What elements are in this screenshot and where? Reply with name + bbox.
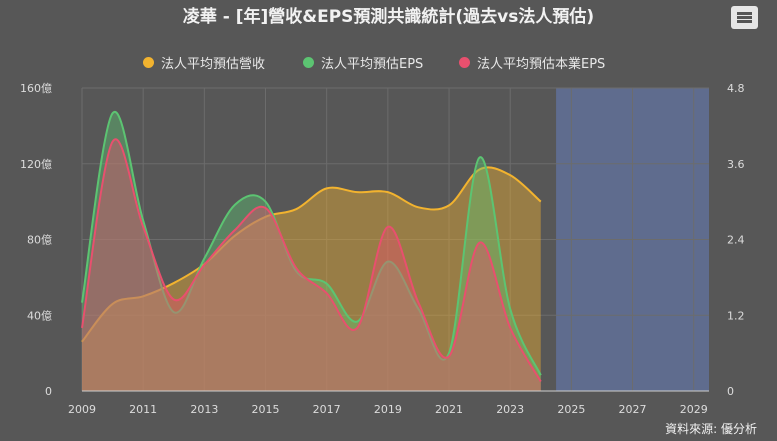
source-credit: 資料來源: 優分析 (665, 422, 757, 436)
y-right-tick-label: 2.4 (727, 234, 745, 247)
x-tick-label: 2025 (557, 403, 585, 416)
y-right-tick-label: 1.2 (727, 309, 745, 322)
legend-label-revenue: 法人平均預估營收 (161, 56, 266, 72)
x-tick-label: 2029 (680, 403, 708, 416)
legend-item-eps[interactable]: 法人平均預估EPS (303, 53, 424, 72)
legend-dot-eps (303, 56, 314, 68)
legend-label-core-eps: 法人平均預估本業EPS (477, 56, 606, 72)
x-tick-label: 2013 (190, 403, 218, 416)
y-left-tick-label: 160億 (20, 82, 52, 95)
x-tick-label: 2019 (374, 403, 402, 416)
x-tick-label: 2027 (619, 403, 647, 416)
x-tick-label: 2017 (313, 403, 341, 416)
x-tick-label: 2015 (252, 403, 280, 416)
legend-item-core-eps[interactable]: 法人平均預估本業EPS (459, 53, 606, 72)
y-right-tick-label: 3.6 (727, 158, 745, 171)
series-line-core-eps (81, 138, 542, 383)
legend-dot-revenue (143, 56, 154, 68)
y-right-tick-label: 0 (727, 385, 734, 398)
hamburger-menu-icon[interactable] (731, 6, 758, 29)
legend-dot-core-eps (459, 56, 470, 68)
series-line-eps (81, 110, 542, 376)
series-area-eps (82, 111, 541, 391)
legend-item-revenue[interactable]: 法人平均預估營收 (143, 53, 266, 72)
series-area-core-eps (82, 139, 541, 391)
legend-label-eps: 法人平均預估EPS (321, 56, 424, 72)
y-left-tick-label: 0 (45, 385, 52, 398)
x-tick-label: 2009 (68, 403, 96, 416)
x-tick-label: 2023 (496, 403, 524, 416)
chart-title: 凌華 - [年]營收&EPS預測共識統計(過去vs法人預估) (182, 7, 595, 27)
y-left-tick-label: 120億 (20, 158, 52, 171)
x-tick-label: 2021 (435, 403, 463, 416)
y-left-tick-label: 80億 (27, 234, 52, 247)
y-right-tick-label: 4.8 (727, 82, 745, 95)
series-line-revenue (81, 166, 542, 343)
x-tick-label: 2011 (129, 403, 157, 416)
y-left-tick-label: 40億 (27, 309, 52, 322)
